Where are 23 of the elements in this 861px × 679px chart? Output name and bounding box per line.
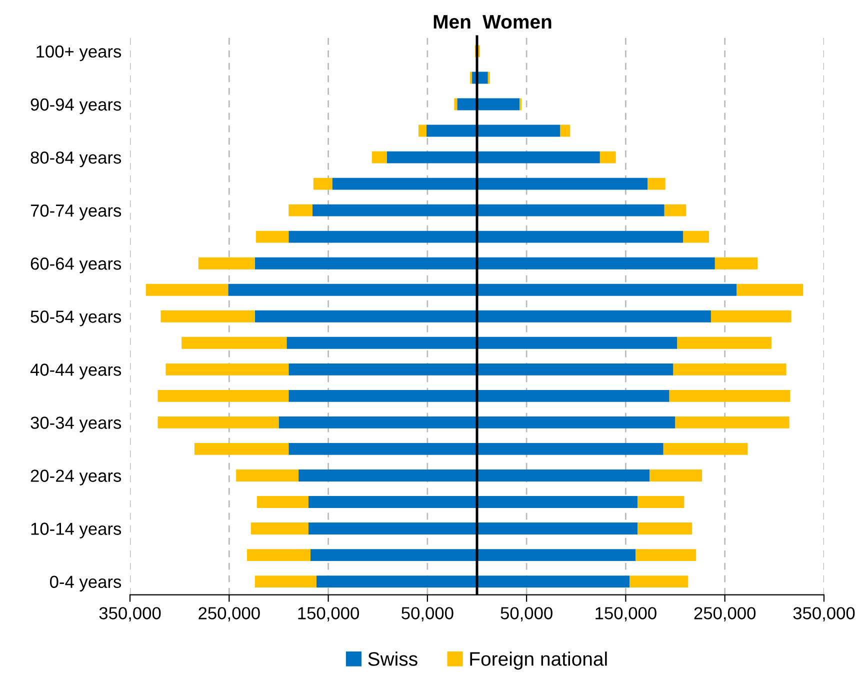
y-tick-label: 50-54 years [30,310,122,326]
x-tick-label: 50,000 [402,607,454,622]
y-tick-label: 60-64 years [30,258,122,274]
y-tick-label: 20-24 years [30,470,122,486]
legend-label: Foreign national [470,652,607,670]
text: Women [482,15,552,29]
y-tick-label: 10-14 years [31,522,122,538]
y-tick-label: 30-34 years [30,416,122,432]
x-tick-label: 150,000 [298,607,359,622]
x-tick-label: 350,000 [793,607,855,622]
y-tick-label: 0-4 years [50,576,122,592]
y-tick-label: 100+ years [36,45,122,62]
x-tick-label: 350,000 [99,607,161,622]
x-tick-label: 150,000 [596,607,656,622]
text: Men [434,15,470,29]
x-tick-label: 50,000 [500,607,552,622]
x-tick-label: 250,000 [198,607,260,622]
x-tick-label: 250,000 [694,607,756,622]
y-tick-label: 80-84 years [30,151,122,168]
y-tick-label: 70-74 years [30,204,122,220]
y-tick-label: 40-44 years [30,364,122,380]
legend-label: Swiss [368,652,418,666]
y-tick-label: 90-94 years [30,98,122,114]
